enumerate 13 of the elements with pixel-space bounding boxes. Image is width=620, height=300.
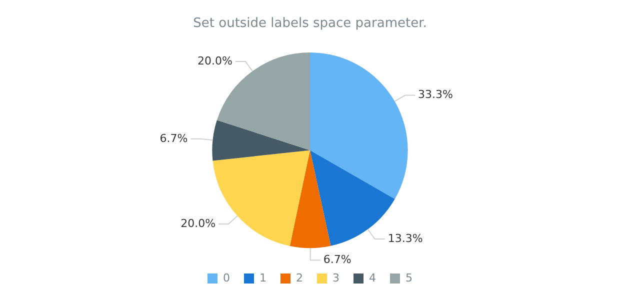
legend-label: 2 [296, 271, 303, 284]
data-label: 6.7% [323, 252, 352, 266]
data-label: 20.0% [180, 216, 216, 230]
data-label: 20.0% [197, 54, 232, 68]
legend-label: 5 [405, 271, 412, 284]
legend-label: 3 [332, 271, 340, 284]
data-label: 6.7% [160, 132, 188, 145]
data-label: 33.3% [418, 88, 454, 102]
legend-label: 1 [260, 271, 267, 284]
legend-label: 4 [369, 271, 376, 284]
data-label: 13.3% [388, 232, 423, 245]
chart-title: Set outside labels space parameter. [193, 16, 427, 32]
legend-label: 0 [223, 271, 230, 284]
